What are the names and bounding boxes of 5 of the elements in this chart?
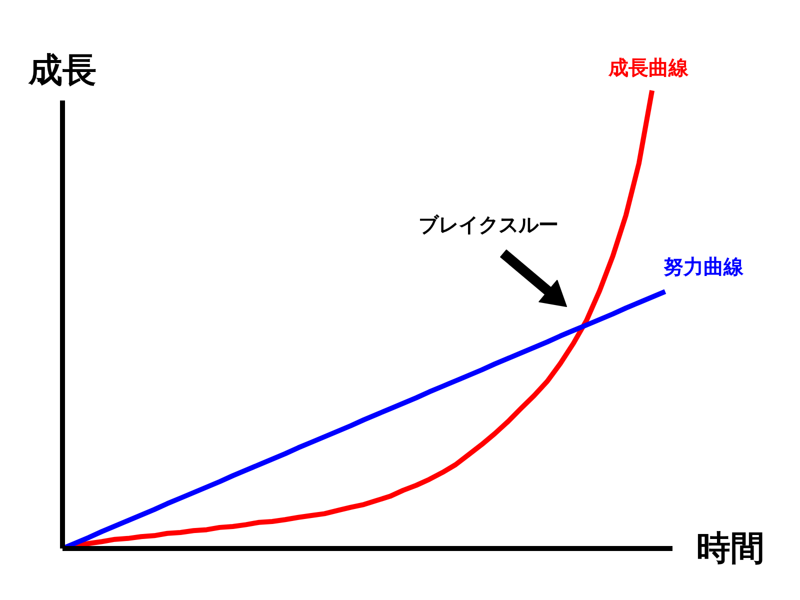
- annotation: ブレイクスルー: [418, 212, 558, 236]
- series-label: 成長曲線: [608, 56, 690, 80]
- x-axis-title: 時間: [696, 528, 764, 568]
- series-label: 努力曲線: [664, 254, 744, 278]
- y-axis-title: 成長: [28, 50, 96, 90]
